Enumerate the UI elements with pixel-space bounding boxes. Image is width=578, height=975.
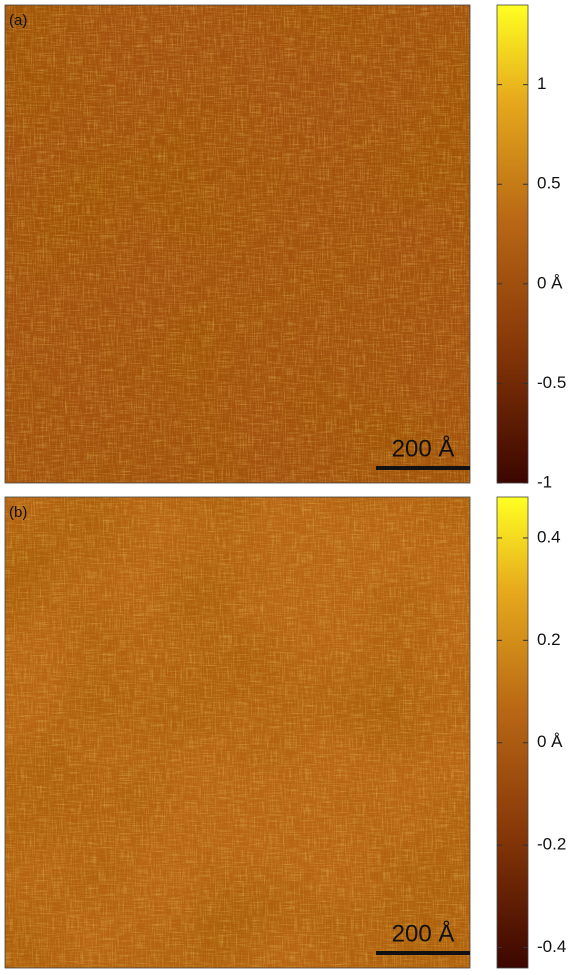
- colorbar-tick-label: -1: [537, 472, 552, 491]
- colorbar-tick-label: 0.5: [537, 174, 561, 193]
- colorbar-tick-label: -0.5: [537, 373, 566, 392]
- scale-bar-label: 200 Å: [392, 919, 455, 947]
- colorbar-tick-label: -0.2: [537, 835, 566, 854]
- figure: (a) 200 Å -1 -0.5 0 Å 0.5 1 (b) 200 Å -0.4 -0.2 0 Å…: [0, 0, 578, 975]
- colorbar-tick-label: 1: [537, 74, 546, 93]
- panel-label: (b): [9, 504, 27, 521]
- colorbar-tick-label: 0 Å: [537, 273, 563, 292]
- colorbar: [497, 5, 528, 483]
- image-texture: [5, 5, 470, 483]
- colorbar-tick-label: 0.2: [537, 630, 561, 649]
- image-texture: [5, 497, 470, 968]
- colorbar: [497, 497, 528, 968]
- colorbar-tick-label: -0.4: [537, 937, 566, 956]
- scale-bar-label: 200 Å: [392, 434, 455, 462]
- colorbar-tick-label: 0 Å: [537, 732, 563, 751]
- panel-label: (a): [9, 12, 27, 29]
- colorbar-tick-label: 0.4: [537, 527, 561, 546]
